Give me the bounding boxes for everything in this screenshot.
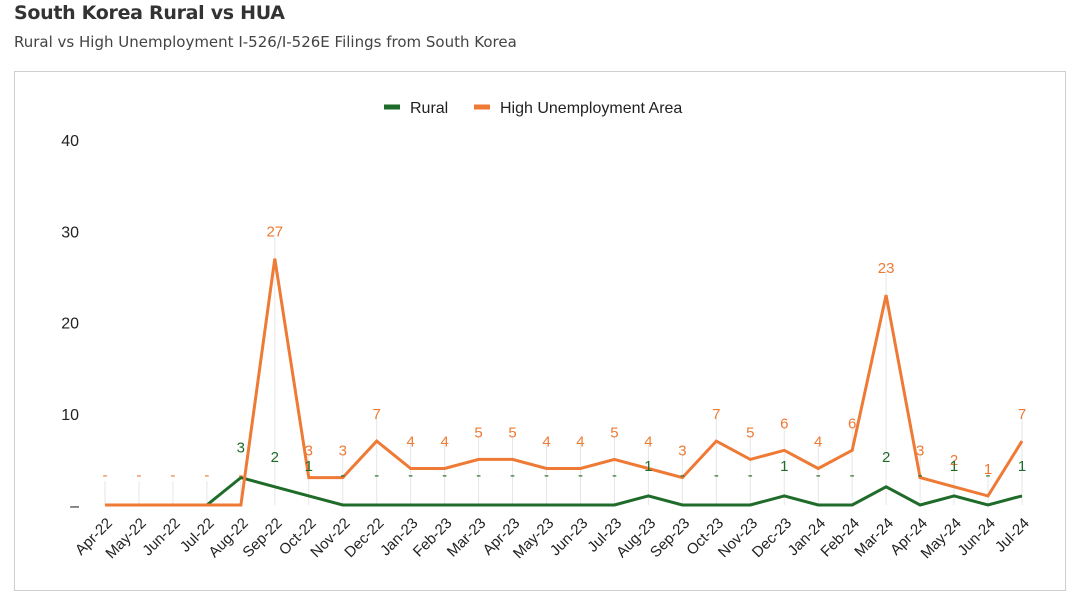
hua-data-label: 4 bbox=[440, 434, 448, 451]
y-tick-label: 20 bbox=[61, 316, 79, 333]
hua-data-label: 23 bbox=[878, 260, 895, 277]
rural-data-label: - bbox=[714, 467, 719, 484]
legend-label-0: Rural bbox=[410, 100, 448, 117]
rural-data-label: 1 bbox=[1018, 458, 1026, 475]
rural-data-label: 1 bbox=[780, 458, 788, 475]
hua-data-label: - bbox=[170, 467, 175, 484]
hua-data-label: 2 bbox=[950, 452, 958, 469]
hua-data-label: 4 bbox=[644, 434, 652, 451]
legend-label-1: High Unemployment Area bbox=[500, 100, 682, 117]
hua-data-label: 3 bbox=[305, 443, 313, 460]
rural-data-label: - bbox=[578, 467, 583, 484]
x-tick-label: Jul-24 bbox=[992, 515, 1033, 556]
x-axis: Apr-22May-22Jun-22Jul-22Aug-22Sep-22Oct-… bbox=[72, 515, 1033, 562]
hua-data-label: - bbox=[136, 467, 141, 484]
rural-data-label: 1 bbox=[950, 458, 958, 475]
hua-data-label: 6 bbox=[848, 415, 856, 432]
x-tick-label: Jun-22 bbox=[139, 515, 183, 559]
page-subtitle: Rural vs High Unemployment I-526/I-526E … bbox=[14, 33, 517, 51]
y-tick-label: 40 bbox=[61, 133, 79, 150]
hua-data-label: 6 bbox=[780, 415, 788, 432]
rural-data-label: - bbox=[680, 467, 685, 484]
rural-data-label: - bbox=[986, 467, 991, 484]
hua-data-label: 1 bbox=[984, 461, 992, 478]
hua-data-label: - bbox=[238, 467, 243, 484]
y-tick-label: – bbox=[70, 498, 79, 515]
hua-data-label: 5 bbox=[474, 424, 482, 441]
rural-data-label: 1 bbox=[644, 458, 652, 475]
rural-data-label: - bbox=[816, 467, 821, 484]
hua-data-label: 3 bbox=[339, 443, 347, 460]
rural-data-label: - bbox=[340, 467, 345, 484]
hua-data-label: 27 bbox=[266, 224, 283, 241]
chart-container bbox=[14, 71, 1066, 591]
x-tick-label: Mar-23 bbox=[444, 515, 490, 561]
hua-data-label: 3 bbox=[916, 443, 924, 460]
x-tick-label: Jun-24 bbox=[954, 515, 998, 559]
hua-data-label: 7 bbox=[373, 406, 381, 423]
series-line-0 bbox=[105, 475, 1023, 507]
rural-data-label: 2 bbox=[271, 449, 279, 466]
rural-data-label: - bbox=[408, 467, 413, 484]
rural-data-label: - bbox=[918, 467, 923, 484]
rural-data-label: - bbox=[510, 467, 515, 484]
rural-data-label: 3 bbox=[237, 440, 245, 457]
hua-data-label: - bbox=[204, 467, 209, 484]
hua-data-label: 4 bbox=[576, 434, 584, 451]
rural-data-label: 2 bbox=[882, 449, 890, 466]
hua-data-label: 3 bbox=[678, 443, 686, 460]
rural-data-label: - bbox=[476, 467, 481, 484]
series-lines bbox=[105, 258, 1024, 507]
hua-data-label: 4 bbox=[542, 434, 550, 451]
x-tick-label: Jun-23 bbox=[547, 515, 591, 559]
hua-data-label: - bbox=[103, 467, 108, 484]
rural-data-label: - bbox=[374, 467, 379, 484]
rural-data-label: 1 bbox=[305, 458, 313, 475]
page-title: South Korea Rural vs HUA bbox=[14, 2, 285, 24]
rural-data-label: - bbox=[442, 467, 447, 484]
hua-data-label: 7 bbox=[1018, 406, 1026, 423]
y-tick-label: 30 bbox=[61, 224, 79, 241]
legend: Rural High Unemployment Area bbox=[384, 100, 682, 117]
hua-data-label: 5 bbox=[508, 424, 516, 441]
series-line-1 bbox=[105, 258, 1024, 507]
y-tick-label: 10 bbox=[61, 407, 79, 424]
x-tick-label: Mar-24 bbox=[851, 515, 897, 561]
hua-data-label: 5 bbox=[610, 424, 618, 441]
rural-data-label: - bbox=[544, 467, 549, 484]
rural-data-label: - bbox=[612, 467, 617, 484]
hua-data-label: 4 bbox=[406, 434, 414, 451]
rural-data-label: - bbox=[850, 467, 855, 484]
rural-data-label: - bbox=[748, 467, 753, 484]
hua-data-label: 7 bbox=[712, 406, 720, 423]
hua-data-label: 5 bbox=[746, 424, 754, 441]
y-axis: – 10 20 30 40 bbox=[61, 133, 79, 515]
hua-data-label: 4 bbox=[814, 434, 822, 451]
